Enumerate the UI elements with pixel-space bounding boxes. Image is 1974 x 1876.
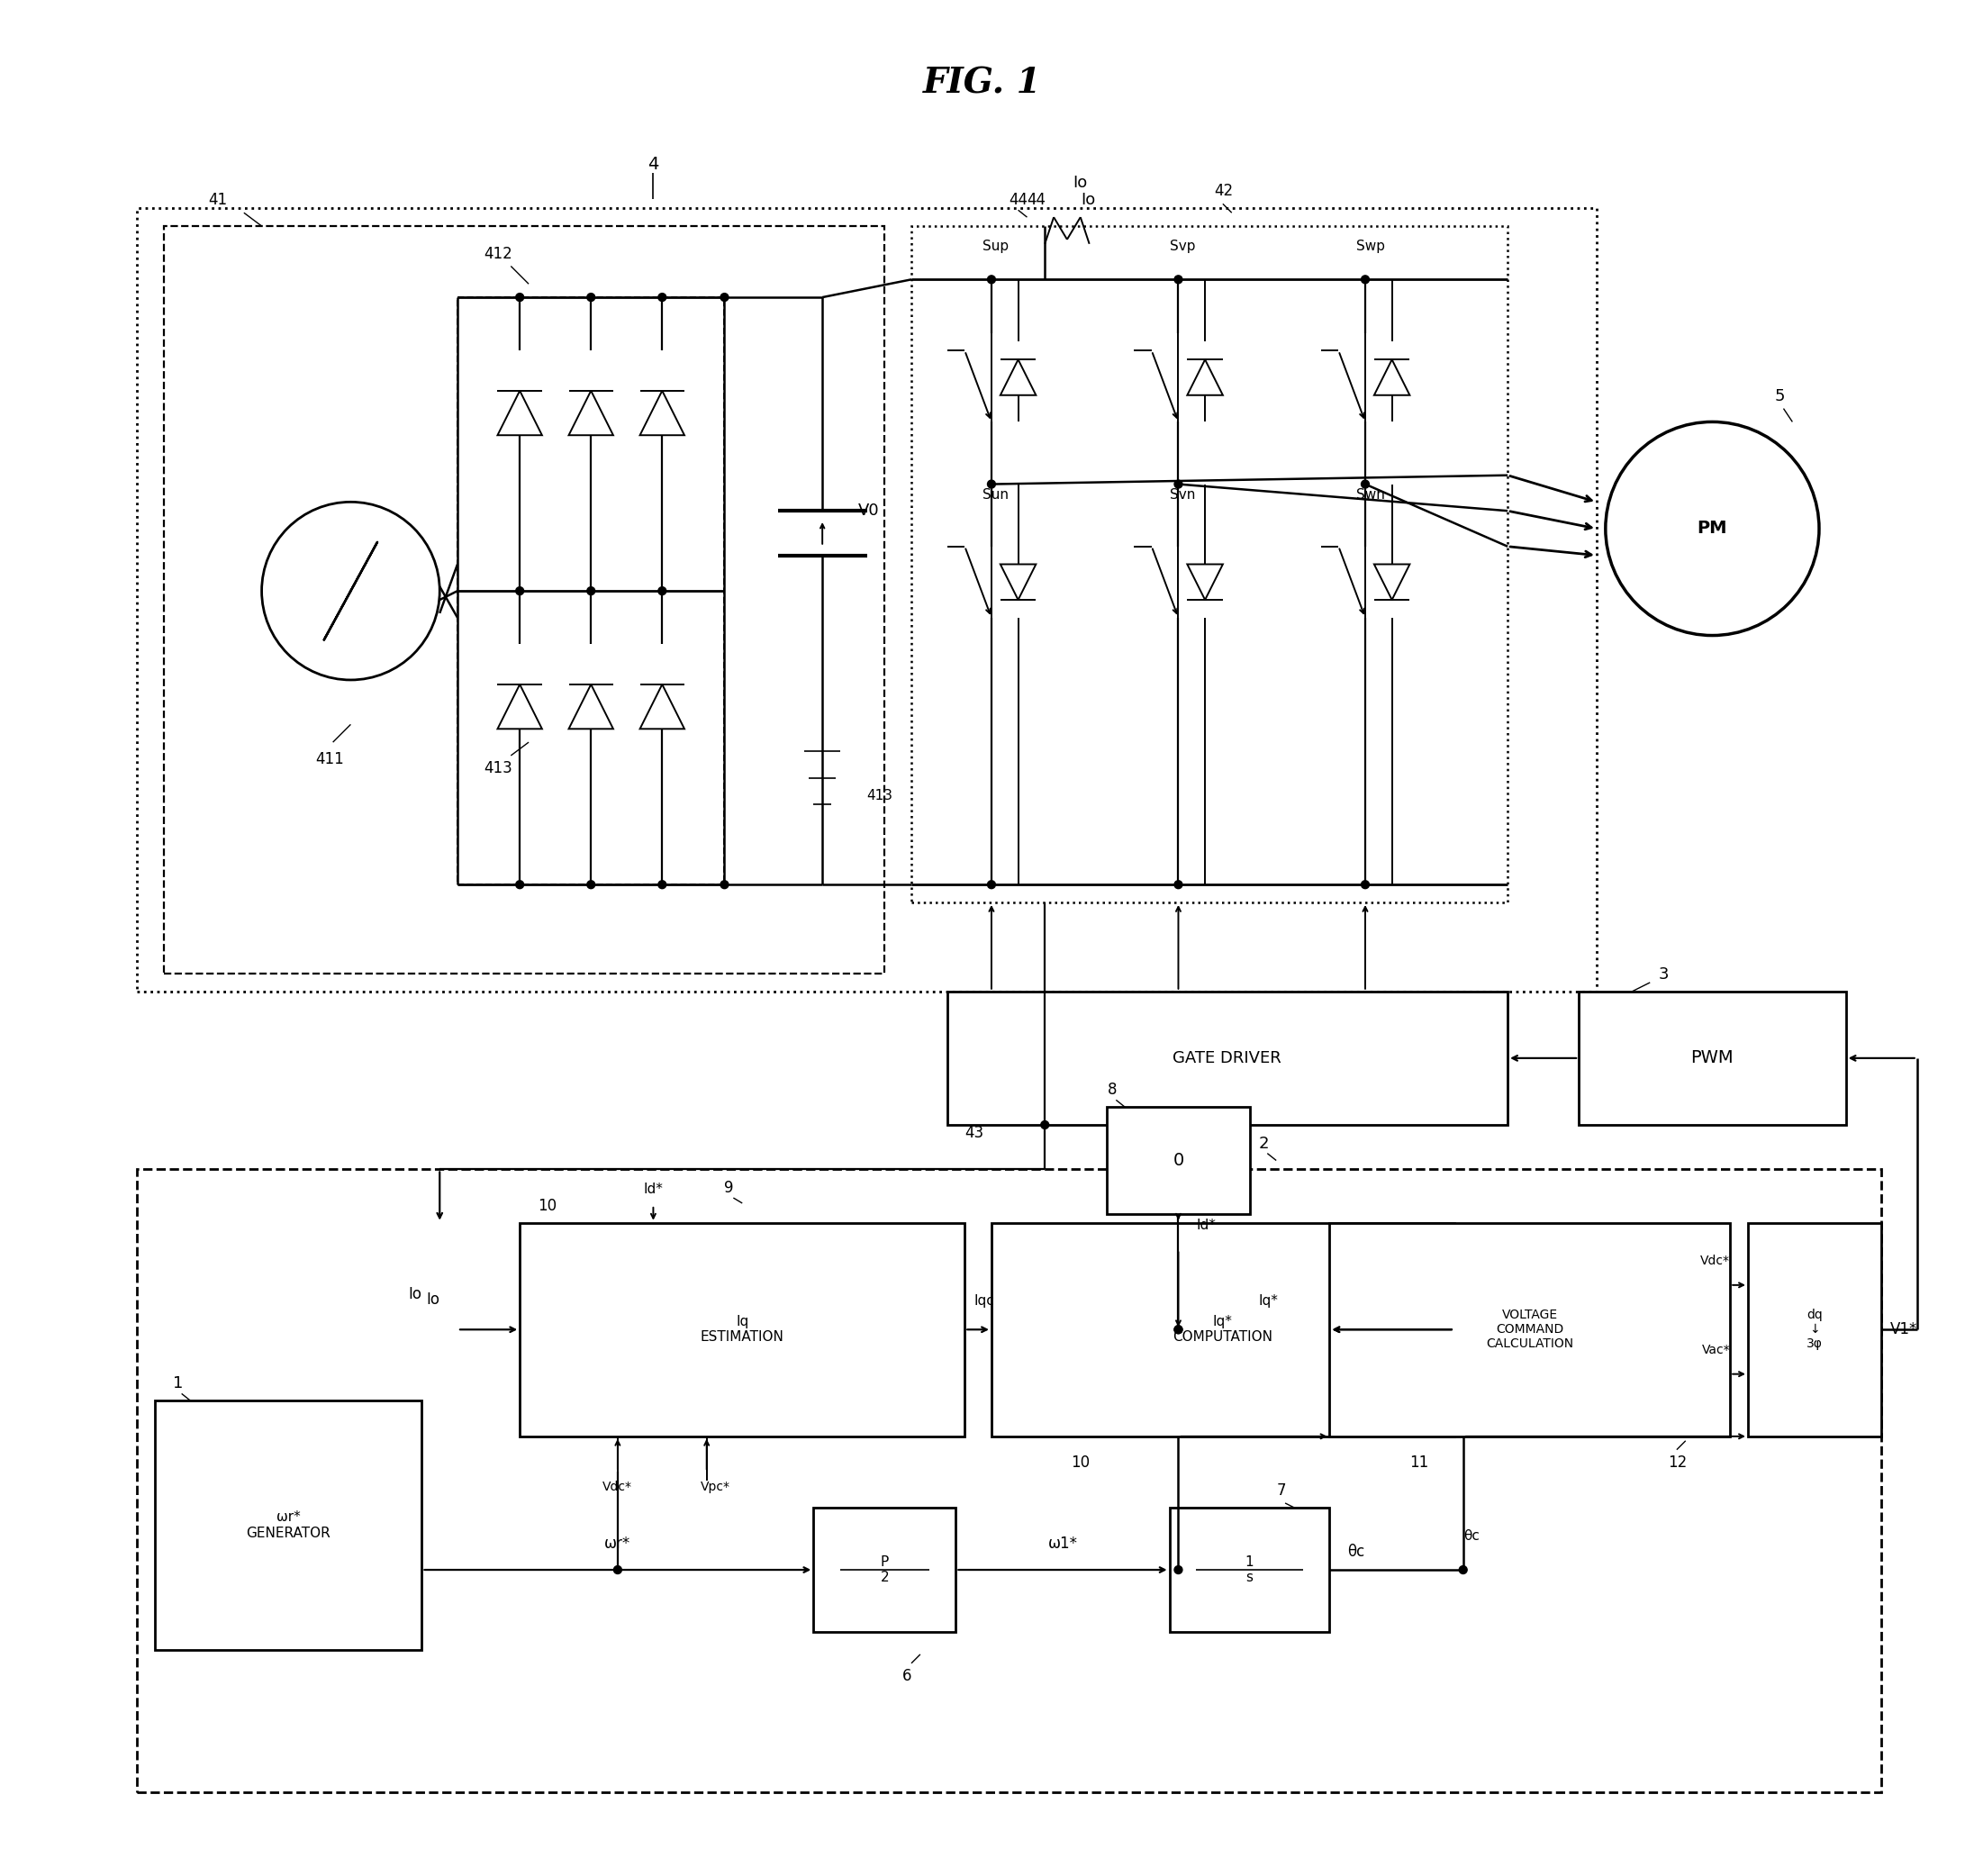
Text: 6: 6: [902, 1668, 912, 1685]
Bar: [1169, 1508, 1330, 1632]
Circle shape: [1175, 880, 1182, 889]
Circle shape: [586, 880, 594, 889]
Bar: [813, 1508, 955, 1632]
Circle shape: [586, 587, 594, 595]
Bar: [1107, 1107, 1250, 1214]
Text: 10: 10: [1072, 1454, 1090, 1471]
Text: 2: 2: [1259, 1135, 1269, 1152]
Circle shape: [657, 587, 665, 595]
Text: 9: 9: [724, 1180, 734, 1197]
Text: 12: 12: [1668, 1454, 1688, 1471]
Bar: [136, 1169, 1881, 1792]
Text: Swp: Swp: [1356, 240, 1386, 253]
Text: V1*: V1*: [1891, 1321, 1917, 1338]
Text: 41: 41: [209, 191, 227, 208]
Circle shape: [1175, 480, 1182, 488]
Text: Vpc*: Vpc*: [701, 1480, 730, 1493]
Text: 0: 0: [1173, 1152, 1184, 1169]
Text: dq
↓
3φ: dq ↓ 3φ: [1806, 1309, 1822, 1351]
Text: Id*: Id*: [1196, 1218, 1216, 1233]
Circle shape: [1362, 276, 1370, 283]
Text: Iq*
COMPUTATION: Iq* COMPUTATION: [1173, 1315, 1273, 1343]
Bar: [912, 227, 1508, 902]
Text: Sup: Sup: [983, 240, 1009, 253]
Text: 7: 7: [1277, 1482, 1285, 1499]
Circle shape: [1362, 880, 1370, 889]
Text: ωr*: ωr*: [604, 1536, 632, 1551]
Bar: [164, 227, 884, 974]
Text: 11: 11: [1409, 1454, 1429, 1471]
Bar: [948, 991, 1508, 1126]
Bar: [991, 1223, 1455, 1437]
Text: FIG. 1: FIG. 1: [924, 66, 1042, 101]
Circle shape: [987, 480, 995, 488]
Text: 5: 5: [1775, 388, 1784, 403]
Circle shape: [1362, 480, 1370, 488]
Text: 3: 3: [1658, 966, 1670, 983]
Text: Io: Io: [1080, 191, 1096, 208]
Text: Vdc*: Vdc*: [602, 1480, 632, 1493]
Text: 43: 43: [965, 1126, 983, 1141]
Circle shape: [987, 276, 995, 283]
Text: ωr*
GENERATOR: ωr* GENERATOR: [247, 1510, 330, 1540]
Circle shape: [515, 587, 523, 595]
Circle shape: [987, 880, 995, 889]
Circle shape: [1459, 1566, 1467, 1574]
Text: 413: 413: [484, 760, 513, 777]
Text: θc: θc: [1348, 1544, 1364, 1561]
Text: Swn: Swn: [1356, 488, 1386, 503]
Text: Io: Io: [426, 1291, 440, 1308]
Bar: [458, 296, 724, 885]
Circle shape: [614, 1566, 622, 1574]
Text: Svn: Svn: [1169, 488, 1194, 503]
Bar: [1747, 1223, 1881, 1437]
Text: 1
s: 1 s: [1246, 1555, 1253, 1585]
Text: 10: 10: [537, 1197, 557, 1214]
Circle shape: [1040, 1120, 1048, 1129]
Circle shape: [721, 880, 728, 889]
Text: 8: 8: [1107, 1082, 1117, 1097]
Circle shape: [515, 880, 523, 889]
Text: Iq*: Iq*: [1259, 1294, 1277, 1308]
Bar: [1579, 991, 1846, 1126]
Text: PM: PM: [1698, 520, 1727, 537]
Circle shape: [657, 880, 665, 889]
Text: Io: Io: [1074, 174, 1088, 191]
Circle shape: [1175, 1326, 1182, 1334]
Text: 44: 44: [1026, 191, 1046, 208]
Text: 411: 411: [316, 750, 343, 767]
Text: 413: 413: [867, 790, 892, 803]
Bar: [154, 1401, 422, 1649]
Text: VOLTAGE
COMMAND
CALCULATION: VOLTAGE COMMAND CALCULATION: [1486, 1309, 1573, 1351]
Circle shape: [515, 293, 523, 302]
Text: 42: 42: [1214, 184, 1234, 199]
Text: Svp: Svp: [1169, 240, 1194, 253]
Text: P
2: P 2: [880, 1555, 888, 1585]
Text: ω1*: ω1*: [1048, 1536, 1078, 1551]
Text: Vac*: Vac*: [1702, 1343, 1729, 1356]
Bar: [136, 208, 1597, 991]
Circle shape: [721, 293, 728, 302]
Text: Iqc: Iqc: [973, 1294, 995, 1308]
Bar: [519, 1223, 965, 1437]
Text: Id*: Id*: [644, 1182, 663, 1197]
Text: 44: 44: [1009, 191, 1028, 208]
Text: θc: θc: [1463, 1529, 1479, 1544]
Text: 1: 1: [172, 1375, 184, 1392]
Text: Sun: Sun: [983, 488, 1009, 503]
Circle shape: [1175, 1566, 1182, 1574]
Text: V0: V0: [859, 503, 878, 520]
Circle shape: [586, 293, 594, 302]
Text: Iq
ESTIMATION: Iq ESTIMATION: [701, 1315, 784, 1343]
Text: Io: Io: [409, 1285, 422, 1302]
Text: 4: 4: [647, 156, 659, 173]
Text: 412: 412: [484, 246, 513, 261]
Circle shape: [657, 293, 665, 302]
Text: GATE DRIVER: GATE DRIVER: [1173, 1051, 1281, 1066]
Text: Vdc*: Vdc*: [1700, 1255, 1729, 1268]
Bar: [1330, 1223, 1729, 1437]
Circle shape: [1175, 1326, 1182, 1334]
Circle shape: [1175, 276, 1182, 283]
Text: PWM: PWM: [1692, 1049, 1733, 1067]
